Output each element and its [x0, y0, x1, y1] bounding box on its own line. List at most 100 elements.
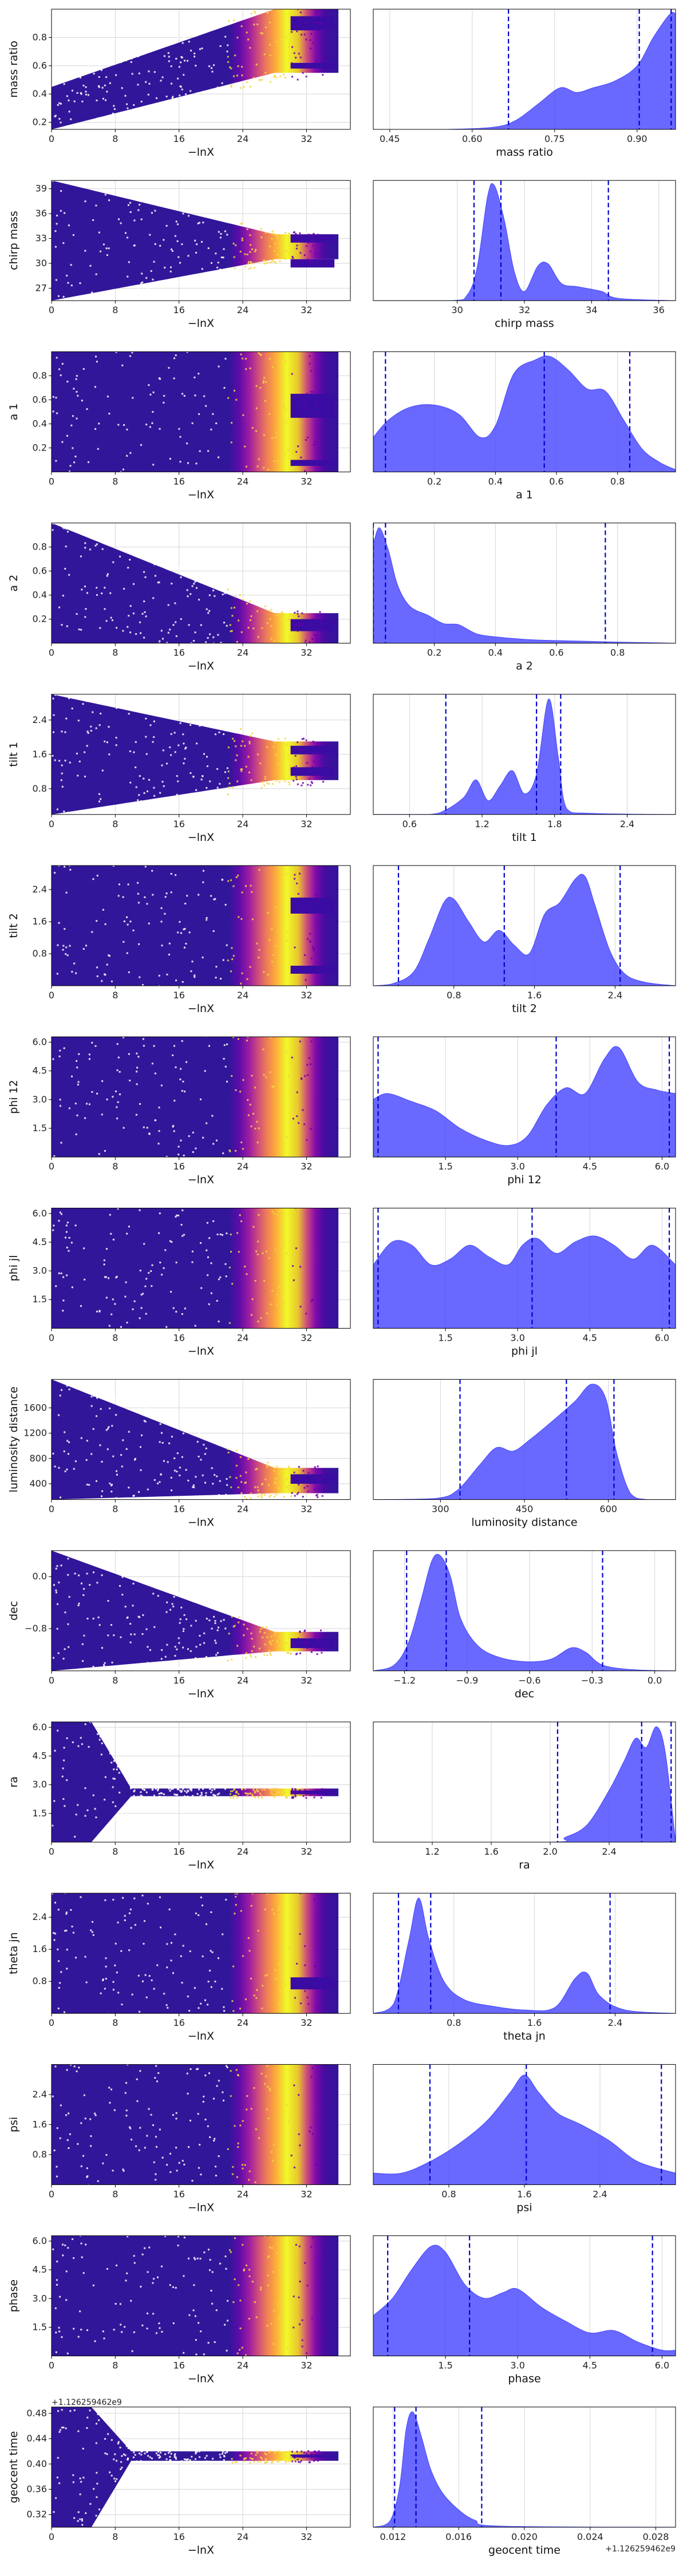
trace-sample-band	[290, 259, 335, 268]
kde-density-area	[373, 698, 676, 815]
trace-ylabel: tilt 2	[7, 913, 20, 938]
panel-tilt-1: 0 8 16 24 32 0.8 1.6 2.4 −lnX tilt 1 0.6 1.2 1.8 2.4 t…	[7, 694, 676, 844]
kde-xtick-label: 2.4	[608, 2017, 622, 2028]
kde-xtick-label: 0.028	[643, 2531, 669, 2542]
trace-ytick-label: 0.40	[26, 2458, 47, 2469]
trace-ylabel: psi	[7, 2117, 20, 2132]
trace-sample-band	[290, 393, 335, 418]
trace-sample-band	[290, 1977, 335, 1990]
kde-axes-frame	[373, 865, 676, 986]
kde-density-area	[373, 2245, 676, 2356]
trace-ytick-label: 0.8	[33, 1976, 47, 1986]
trace-ytick-label: 0.8	[33, 948, 47, 959]
trace-scatter	[54, 866, 323, 986]
trace-xtick-label: 16	[173, 476, 185, 487]
kde-xtick-label: 600	[599, 1504, 617, 1515]
trace-ytick-label: 0.44	[26, 2433, 47, 2444]
trace-axes-frame	[51, 180, 351, 301]
kde-density-area	[373, 1235, 676, 1329]
kde-xlabel: a 1	[516, 488, 533, 501]
kde-xlabel: ra	[519, 1859, 530, 1871]
trace-xtick-label: 8	[112, 819, 118, 829]
trace-xtick-label: 24	[237, 305, 248, 315]
kde-xtick-label: 36	[653, 305, 664, 315]
trace-ytick-label: 3.0	[33, 1779, 47, 1790]
trace-xtick-label: 16	[173, 133, 185, 144]
kde-xtick-label: 1.8	[547, 819, 562, 829]
kde-xlabel: chirp mass	[495, 317, 554, 330]
trace-xtick-label: 0	[49, 476, 54, 487]
kde-xtick-label: 1.6	[517, 2188, 531, 2199]
trace-ylabel: luminosity distance	[7, 1386, 20, 1492]
trace-ylabel: geocent time	[7, 2431, 20, 2503]
kde-axes-frame	[373, 1207, 676, 1329]
trace-xlabel: −lnX	[188, 1859, 214, 1871]
trace-sample-band	[290, 898, 335, 914]
panel-tilt-2: 0 8 16 24 32 0.8 1.6 2.4 −lnX tilt 2 0.8 1.6 2.4 tilt…	[7, 865, 676, 1015]
trace-ytick-label: 6.0	[33, 1037, 47, 1048]
trace-xtick-label: 8	[112, 2188, 118, 2199]
kde-xtick-label: 450	[516, 1504, 534, 1515]
trace-xtick-label: 24	[237, 1504, 248, 1515]
trace-sample-band	[290, 16, 335, 31]
trace-xtick-label: 0	[49, 819, 54, 829]
trace-xtick-label: 0	[49, 1846, 54, 1857]
kde-density-area	[373, 1726, 676, 1842]
trace-xtick-label: 24	[237, 1675, 248, 1686]
trace-xtick-label: 8	[112, 2017, 118, 2028]
trace-xtick-label: 0	[49, 305, 54, 315]
kde-xtick-label: 0.8	[441, 2188, 456, 2199]
kde-density-area	[373, 355, 676, 472]
kde-density-area	[373, 11, 676, 129]
kde-xtick-label: 0.012	[380, 2531, 406, 2542]
trace-ytick-label: 6.0	[33, 2235, 47, 2246]
trace-axes-frame	[51, 1550, 351, 1672]
trace-xtick-label: 8	[112, 305, 118, 315]
kde-xlabel: dec	[515, 1688, 534, 1700]
kde-xtick-label: 3.0	[511, 2360, 525, 2371]
trace-ytick-label: 3.0	[33, 1265, 47, 1276]
trace-xtick-label: 32	[301, 647, 312, 658]
trace-scatter	[52, 523, 323, 643]
trace-ytick-label: 0.2	[33, 614, 47, 625]
kde-xlabel: phase	[508, 2373, 540, 2385]
trace-xtick-label: 32	[301, 305, 312, 315]
trace-ytick-label: 2.4	[33, 884, 47, 895]
kde-xtick-label: −0.9	[456, 1675, 478, 1686]
trace-ytick-label: 1.5	[33, 1294, 47, 1305]
trace-axes-frame	[51, 351, 351, 472]
trace-xtick-label: 32	[301, 990, 312, 1001]
kde-xtick-label: 6.0	[655, 1161, 669, 1172]
kde-xtick-label: 0.2	[427, 476, 441, 487]
trace-xtick-label: 8	[112, 647, 118, 658]
trace-ytick-label: −0.8	[25, 1623, 47, 1634]
kde-xtick-label: −0.3	[581, 1675, 603, 1686]
kde-xtick-label: 6.0	[655, 1332, 669, 1343]
trace-xtick-label: 16	[173, 1846, 185, 1857]
kde-xtick-label: 0.60	[462, 133, 483, 144]
kde-xtick-label: 2.4	[602, 1846, 616, 1857]
trace-ylabel: tilt 1	[7, 742, 20, 767]
trace-xtick-label: 0	[49, 1332, 54, 1343]
trace-xtick-label: 24	[237, 647, 248, 658]
trace-ytick-label: 27	[35, 282, 47, 293]
trace-xtick-label: 8	[112, 1504, 118, 1515]
trace-xtick-label: 32	[301, 1846, 312, 1857]
trace-xtick-label: 24	[237, 2531, 248, 2542]
trace-samples	[52, 2407, 339, 2527]
trace-ytick-label: 1.6	[33, 749, 47, 760]
kde-offset-label: +1.126259462e9	[605, 2545, 676, 2554]
trace-xtick-label: 8	[112, 1332, 118, 1343]
kde-axes-frame	[373, 1036, 676, 1157]
kde-xtick-label: 4.5	[583, 1161, 597, 1172]
trace-scatter	[52, 1380, 324, 1500]
trace-xtick-label: 32	[301, 1504, 312, 1515]
kde-xtick-label: 2.4	[620, 819, 634, 829]
kde-density-area	[373, 2411, 676, 2527]
kde-xtick-label: 2.4	[593, 2188, 607, 2199]
trace-xtick-label: 16	[173, 1675, 185, 1686]
panel-geocent-time: 0 8 16 24 32 0.32 0.36 0.40 0.44 0.48 −lnX geocent …	[7, 2398, 676, 2557]
trace-xlabel: −lnX	[188, 146, 214, 159]
kde-xlabel: luminosity distance	[471, 1516, 577, 1529]
trace-samples	[52, 1037, 339, 1157]
